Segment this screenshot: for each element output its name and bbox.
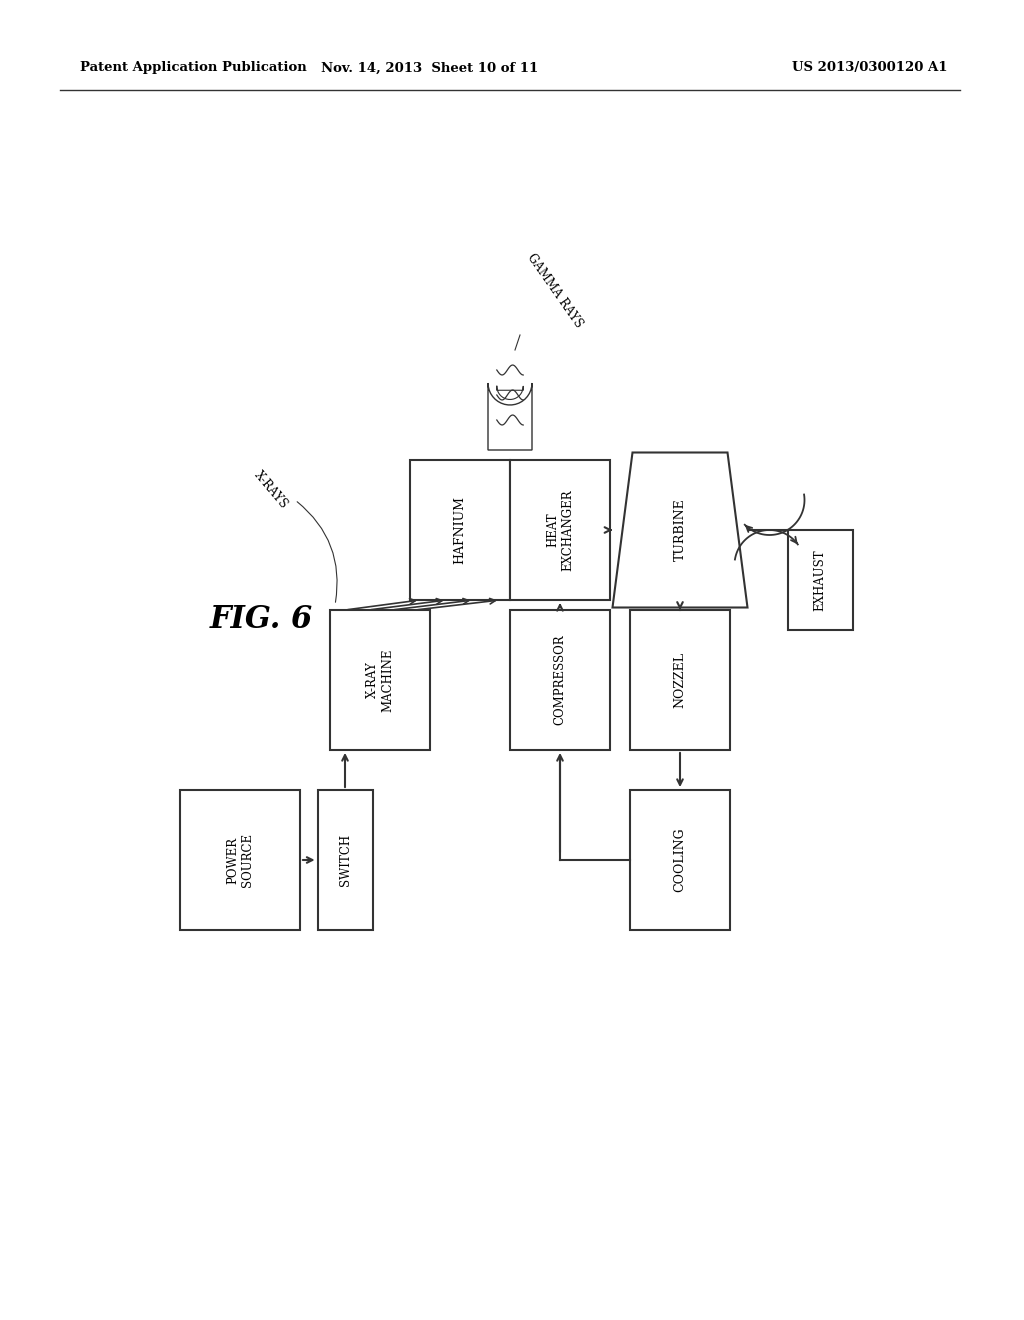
Bar — [410, 459, 510, 601]
Text: Nov. 14, 2013  Sheet 10 of 11: Nov. 14, 2013 Sheet 10 of 11 — [322, 62, 539, 74]
Bar — [510, 459, 610, 601]
Text: X-RAYS: X-RAYS — [251, 469, 290, 511]
Text: NOZZEL: NOZZEL — [674, 652, 686, 708]
Text: Patent Application Publication: Patent Application Publication — [80, 62, 307, 74]
Text: US 2013/0300120 A1: US 2013/0300120 A1 — [793, 62, 948, 74]
Text: EXHAUST: EXHAUST — [813, 549, 826, 611]
Text: FIG. 6: FIG. 6 — [210, 605, 313, 635]
Polygon shape — [612, 453, 748, 607]
Bar — [317, 789, 373, 931]
Polygon shape — [488, 383, 532, 450]
Text: HEAT
EXCHANGER: HEAT EXCHANGER — [546, 490, 574, 570]
Text: TURBINE: TURBINE — [674, 499, 686, 561]
Bar — [630, 610, 730, 750]
Text: COOLING: COOLING — [674, 828, 686, 892]
Text: COMPRESSOR: COMPRESSOR — [554, 635, 566, 725]
Text: GAMMA RAYS: GAMMA RAYS — [525, 251, 586, 330]
Bar — [787, 531, 853, 630]
Bar — [510, 610, 610, 750]
Bar — [330, 610, 430, 750]
Text: POWER
SOURCE: POWER SOURCE — [226, 833, 254, 887]
Text: SWITCH: SWITCH — [339, 834, 351, 886]
Bar — [180, 789, 300, 931]
Text: HAFNIUM: HAFNIUM — [454, 496, 467, 564]
Bar — [630, 789, 730, 931]
Text: X-RAY
MACHINE: X-RAY MACHINE — [366, 648, 394, 711]
